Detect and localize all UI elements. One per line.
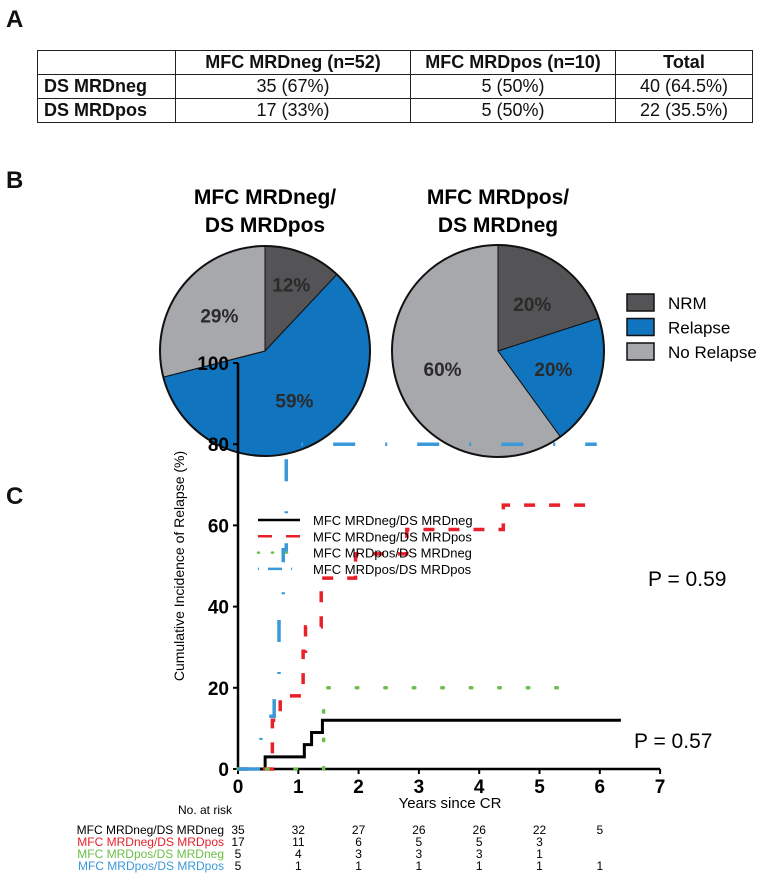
risk-count: 5 [235,847,242,861]
pie-slice-label: 20% [513,295,551,316]
legend-label: MFC MRDneg/DS MRDneg [313,513,473,528]
pie-slice-label: 20% [534,360,572,381]
x-axis-label: Years since CR [399,795,502,812]
pie-outline [159,245,371,457]
pie-title: DS MRDpos [205,214,325,237]
x-tick-label: 1 [293,777,304,798]
table-header: Total [615,50,753,75]
legend-swatch [626,317,655,337]
risk-count: 5 [596,823,603,837]
x-tick-label: 4 [474,777,485,798]
legend-label: No Relapse [668,343,757,362]
table-row: DS MRDneg 35 (67%) 5 (50%) 40 (64.5%) [37,74,753,99]
risk-count: 11 [292,835,305,849]
row-header: DS MRDpos [37,98,176,123]
risk-count: 26 [412,823,426,837]
risk-row-label: MFC MRDpos/DS MRDneg [77,847,224,861]
risk-count: 5 [235,859,242,873]
risk-row-label: MFC MRDpos/DS MRDpos [78,859,224,873]
risk-count: 1 [416,859,423,873]
pie-slice-label: 12% [272,276,310,297]
y-tick-label: 80 [208,435,229,456]
risk-count: 32 [292,823,306,837]
risk-count: 1 [355,859,362,873]
y-tick-label: 20 [208,679,229,700]
panel-label-a: A [6,6,24,33]
pie-slice-label: 59% [275,392,313,413]
p-value-annotation: P = 0.57 [634,730,712,753]
y-axis-label: Cumulative Incidence of Relapse (%) [171,451,187,681]
pie-outline [391,244,605,458]
risk-count: 1 [295,859,302,873]
x-tick-label: 2 [353,777,364,798]
pie-slice-label: 29% [200,307,238,328]
risk-table-title: No. at risk [178,803,233,817]
risk-count: 35 [231,823,245,837]
legend-label: NRM [668,294,707,313]
table-row: DS MRDpos 17 (33%) 5 (50%) 22 (35.5%) [37,98,753,123]
risk-count: 26 [473,823,487,837]
x-tick-label: 0 [233,777,244,798]
risk-count: 5 [416,835,423,849]
pie-title: MFC MRDpos/ [427,186,569,209]
x-tick-label: 5 [534,777,545,798]
y-tick-label: 100 [197,354,229,375]
risk-count: 3 [416,847,423,861]
risk-row-label: MFC MRDneg/DS MRDpos [77,835,224,849]
risk-count: 1 [476,859,483,873]
panel-label-b: B [6,167,24,194]
risk-count: 3 [476,847,483,861]
risk-row-label: MFC MRDneg/DS MRDneg [77,823,224,837]
p-value-annotation: P = 0.59 [648,568,726,591]
table-cell: 5 (50%) [410,98,616,123]
legend-label: MFC MRDpos/DS MRDpos [313,562,472,577]
risk-count: 4 [295,847,302,861]
legend-label: MFC MRDneg/DS MRDpos [313,529,472,544]
risk-count: 17 [231,835,245,849]
x-tick-label: 3 [414,777,425,798]
risk-count: 5 [476,835,483,849]
x-tick-label: 7 [655,777,666,798]
table-cell: 40 (64.5%) [615,74,753,99]
risk-count: 3 [536,835,543,849]
curve-mfc-mrdneg-ds-mrdneg [238,718,621,771]
mrd-crosstab-table: MFC MRDneg (n=52) MFC MRDpos (n=10) Tota… [37,50,753,123]
table-header [37,50,176,75]
pie-slice-label: 60% [424,360,462,381]
table-cell: 5 (50%) [410,74,616,99]
row-header: DS MRDneg [37,74,176,99]
risk-count: 1 [536,859,543,873]
y-tick-label: 40 [208,598,229,619]
risk-count: 22 [533,823,547,837]
table-cell: 35 (67%) [175,74,411,99]
risk-count: 1 [536,847,543,861]
legend-label: MFC MRDpos/DS MRDneg [313,546,472,561]
x-tick-label: 6 [595,777,606,798]
table-cell: 17 (33%) [175,98,411,123]
risk-count: 27 [352,823,366,837]
y-tick-label: 0 [218,760,229,781]
risk-count: 6 [355,835,362,849]
legend-swatch [626,293,655,312]
pie-title: MFC MRDneg/ [194,186,336,209]
legend-label: Relapse [668,319,730,338]
panel-label-c: C [6,483,24,510]
risk-count: 3 [355,847,362,861]
pie-title: DS MRDneg [438,214,558,237]
risk-count: 1 [596,859,603,873]
legend-swatch [626,342,655,361]
table-header-row: MFC MRDneg (n=52) MFC MRDpos (n=10) Tota… [37,50,753,75]
table-cell: 22 (35.5%) [615,98,753,123]
y-tick-label: 60 [208,516,229,537]
